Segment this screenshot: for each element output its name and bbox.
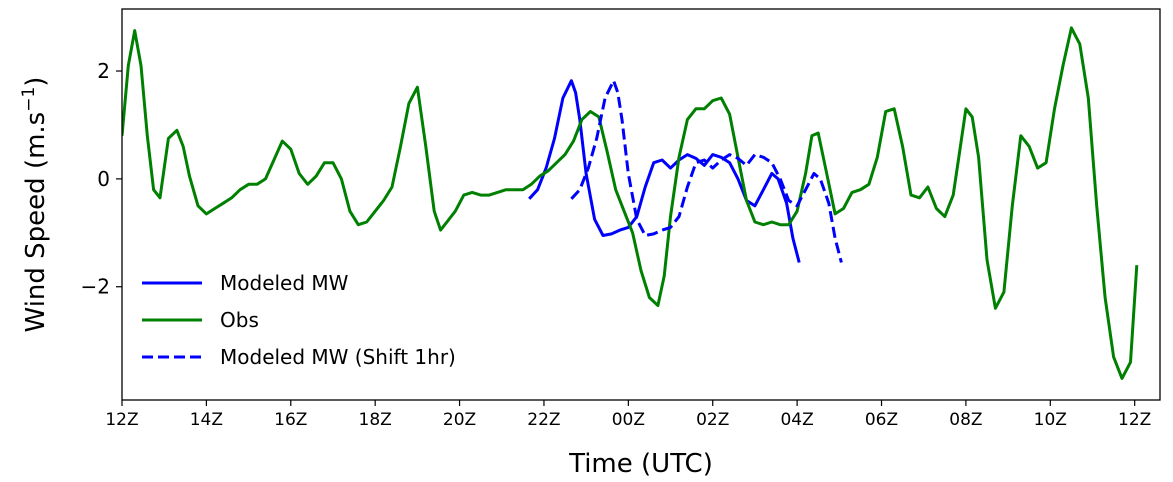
y-axis-title-superscript: −1 (19, 87, 39, 112)
y-axis-title-close: ) (21, 77, 51, 87)
legend-label: Obs (220, 308, 259, 332)
x-tick-label: 00Z (612, 410, 645, 430)
x-tick-label: 16Z (274, 410, 307, 430)
x-tick-label: 06Z (865, 410, 898, 430)
series-line-modeled-mw (528, 79, 801, 263)
axes-frame (121, 8, 1161, 401)
y-tick-label: −2 (81, 275, 110, 299)
y-tick-label: 2 (97, 59, 110, 83)
legend: Modeled MW Obs Modeled MW (Shift 1hr) (142, 271, 456, 369)
x-tick-label: 02Z (696, 410, 729, 430)
y-axis-title-main: Wind Speed (m.s (21, 112, 51, 333)
x-axis-title: Time (UTC) (568, 449, 713, 479)
x-tick-label: 04Z (780, 410, 813, 430)
x-tick-label: 08Z (949, 410, 982, 430)
y-axis-title: Wind Speed (m.s−1) (19, 77, 51, 333)
series-line-obs (122, 26, 1139, 380)
x-tick-label: 10Z (1034, 410, 1067, 430)
y-axis-ticks: 2 0 −2 (81, 59, 122, 299)
legend-label: Modeled MW (Shift 1hr) (220, 345, 456, 369)
plot-area (121, 8, 1161, 401)
x-tick-label: 20Z (443, 410, 476, 430)
series-line-modeled-mw-shift-1hr (570, 79, 843, 263)
legend-label: Modeled MW (220, 271, 349, 295)
x-tick-label: 18Z (359, 410, 392, 430)
x-tick-label: 12Z (1118, 410, 1151, 430)
x-tick-label: 22Z (527, 410, 560, 430)
x-axis-ticks: 12Z 14Z 16Z 18Z 20Z 22Z 00Z 02Z 04Z 06Z 08Z 10Z 12Z (105, 400, 1151, 430)
y-tick-label: 0 (97, 167, 110, 191)
x-tick-label: 12Z (105, 410, 138, 430)
series-layer (122, 26, 1139, 380)
x-tick-label: 14Z (190, 410, 223, 430)
